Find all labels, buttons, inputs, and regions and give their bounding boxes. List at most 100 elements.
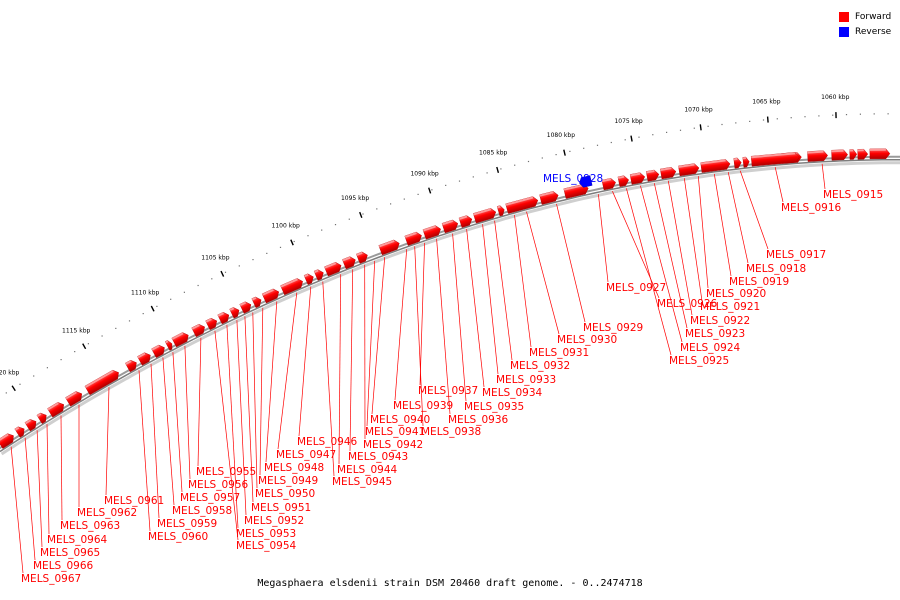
scale-minor-tick: [735, 122, 737, 124]
gene-label[interactable]: MELS_0930: [557, 334, 617, 346]
gene-label[interactable]: MELS_0959: [157, 518, 217, 530]
gene-label[interactable]: MELS_0960: [148, 531, 208, 543]
gene-label[interactable]: MELS_0936: [448, 414, 508, 426]
gene-highlight: [84, 370, 114, 388]
gene-label[interactable]: MELS_0915: [823, 189, 883, 201]
gene-label[interactable]: MELS_0965: [40, 547, 100, 559]
gene-label[interactable]: MELS_0928: [543, 173, 603, 185]
gene-label[interactable]: MELS_0957: [180, 492, 240, 504]
gene-label[interactable]: MELS_0932: [510, 360, 570, 372]
scale-minor-tick: [458, 180, 461, 182]
gene-label[interactable]: MELS_0966: [33, 560, 93, 572]
gene-arrow: [660, 166, 677, 180]
gene-arrow: [171, 332, 189, 348]
gene-leader-line: [162, 357, 175, 506]
gene-label[interactable]: MELS_0924: [680, 342, 740, 354]
gene-leader-line: [494, 220, 513, 361]
gene-highlight: [262, 288, 274, 296]
gene-label[interactable]: MELS_0938: [421, 426, 481, 438]
scale-minor-tick: [238, 265, 240, 267]
gene-label[interactable]: MELS_0944: [337, 464, 397, 476]
gene-arrow: [36, 412, 47, 424]
gene-label[interactable]: MELS_0962: [77, 507, 137, 519]
gene-arrow: [742, 156, 750, 168]
gene-label[interactable]: MELS_0933: [496, 374, 556, 386]
gene-label[interactable]: MELS_0947: [276, 449, 336, 461]
gene-label[interactable]: MELS_0948: [264, 462, 324, 474]
gene-arrow: [617, 175, 629, 187]
gene-label[interactable]: MELS_0925: [669, 355, 729, 367]
gene-label[interactable]: MELS_0923: [685, 328, 745, 340]
scale-minor-tick: [115, 327, 117, 329]
gene-arrow: [65, 391, 82, 407]
gene-leader-line: [138, 370, 151, 532]
scale-minor-tick: [74, 351, 76, 353]
gene-label[interactable]: MELS_0952: [244, 515, 304, 527]
gene-label[interactable]: MELS_0916: [781, 202, 841, 214]
gene-highlight: [191, 324, 200, 330]
gene-label[interactable]: MELS_0941: [365, 426, 425, 438]
gene-label[interactable]: MELS_0935: [464, 401, 524, 413]
gene-label[interactable]: MELS_0963: [60, 520, 120, 532]
gene-label[interactable]: MELS_0954: [236, 540, 296, 552]
gene-label[interactable]: MELS_0943: [348, 451, 408, 463]
gene-body: [849, 149, 858, 160]
gene-label[interactable]: MELS_0940: [370, 414, 430, 426]
gene-label[interactable]: MELS_0950: [255, 488, 315, 500]
scale-minor-tick: [887, 113, 889, 115]
gene-highlight: [24, 419, 32, 425]
scale-tick-label: 1065 kbp: [752, 99, 780, 106]
gene-label[interactable]: MELS_0919: [729, 276, 789, 288]
gene-label[interactable]: MELS_0929: [583, 322, 643, 334]
gene-label[interactable]: MELS_0926: [657, 298, 717, 310]
gene-highlight: [304, 273, 309, 278]
scale-tick-label: 1120 kbp: [0, 370, 20, 377]
gene-highlight: [65, 391, 77, 400]
gene-label[interactable]: MELS_0921: [700, 301, 760, 313]
gene-label[interactable]: MELS_0946: [297, 436, 357, 448]
gene-label[interactable]: MELS_0955: [196, 466, 256, 478]
gene-label[interactable]: MELS_0961: [104, 495, 164, 507]
gene-label[interactable]: MELS_0934: [482, 387, 542, 399]
gene-arrow: [164, 340, 173, 351]
gene-leader-line: [226, 324, 239, 529]
gene-label[interactable]: MELS_0939: [393, 400, 453, 412]
gene-label[interactable]: MELS_0931: [529, 347, 589, 359]
gene-label[interactable]: MELS_0964: [47, 534, 107, 546]
gene-label[interactable]: MELS_0920: [706, 288, 766, 300]
gene-label[interactable]: MELS_0956: [188, 479, 248, 491]
feature-layer: [0, 148, 891, 449]
scale-minor-tick: [845, 114, 848, 116]
scale-major-tick: [766, 116, 769, 123]
gene-label[interactable]: MELS_0953: [236, 528, 296, 540]
gene-label[interactable]: MELS_0917: [766, 249, 826, 261]
gene-highlight: [497, 205, 501, 209]
gene-label[interactable]: MELS_0958: [172, 505, 232, 517]
gene-arrow: [313, 269, 324, 281]
reverse-swatch: [839, 26, 849, 37]
gene-leader-line: [436, 238, 451, 415]
scale-minor-tick: [652, 134, 654, 136]
gene-label[interactable]: MELS_0922: [690, 315, 750, 327]
gene-label[interactable]: MELS_0942: [363, 439, 423, 451]
gene-arrow: [539, 191, 559, 205]
gene-label[interactable]: MELS_0949: [258, 475, 318, 487]
gene-arrow: [0, 433, 14, 449]
gene-label[interactable]: MELS_0918: [746, 263, 806, 275]
gene-label[interactable]: MELS_0951: [251, 502, 311, 514]
gene-leader-line: [259, 307, 264, 476]
map-caption: Megasphaera elsdenii strain DSM 20460 dr…: [257, 578, 643, 589]
gene-label[interactable]: MELS_0945: [332, 476, 392, 488]
gene-label[interactable]: MELS_0937: [418, 385, 478, 397]
gene-highlight: [47, 402, 59, 411]
gene-arrow: [496, 205, 505, 217]
gene-arrow: [849, 149, 858, 160]
gene-body: [84, 369, 119, 396]
scale-minor-tick: [183, 291, 185, 293]
gene-highlight: [404, 232, 417, 238]
gene-highlight: [678, 163, 695, 168]
gene-label[interactable]: MELS_0927: [606, 282, 666, 294]
gene-arrow: [280, 278, 303, 296]
gene-leader-line: [10, 446, 24, 574]
gene-label[interactable]: MELS_0967: [21, 573, 81, 585]
